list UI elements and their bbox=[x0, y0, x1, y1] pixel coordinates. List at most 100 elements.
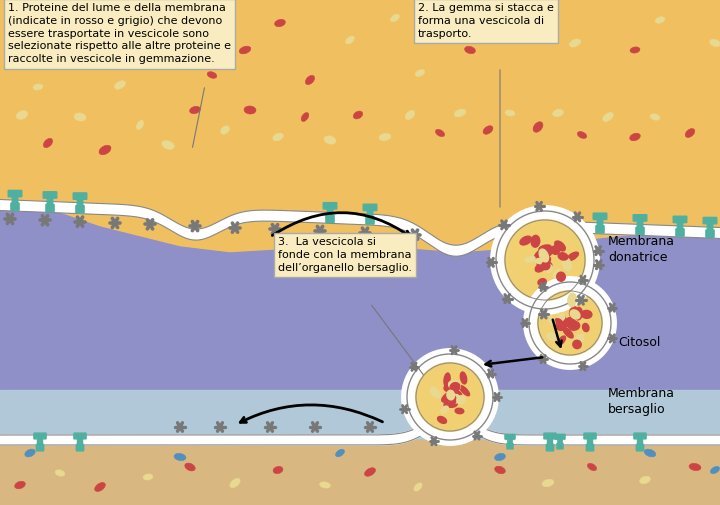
Ellipse shape bbox=[553, 269, 560, 278]
Ellipse shape bbox=[189, 107, 200, 114]
Ellipse shape bbox=[558, 252, 568, 260]
Ellipse shape bbox=[346, 36, 354, 44]
Ellipse shape bbox=[449, 381, 460, 390]
FancyBboxPatch shape bbox=[36, 444, 44, 451]
Ellipse shape bbox=[531, 235, 540, 247]
FancyBboxPatch shape bbox=[703, 218, 717, 224]
Circle shape bbox=[495, 395, 499, 399]
Circle shape bbox=[412, 359, 488, 435]
Ellipse shape bbox=[544, 257, 551, 265]
Ellipse shape bbox=[577, 132, 587, 138]
Ellipse shape bbox=[454, 109, 466, 117]
Ellipse shape bbox=[541, 253, 551, 264]
FancyBboxPatch shape bbox=[678, 221, 683, 231]
Ellipse shape bbox=[162, 140, 174, 149]
Ellipse shape bbox=[230, 478, 240, 488]
Ellipse shape bbox=[555, 322, 562, 330]
Ellipse shape bbox=[459, 386, 469, 396]
Ellipse shape bbox=[563, 327, 573, 338]
FancyBboxPatch shape bbox=[73, 193, 87, 199]
Ellipse shape bbox=[711, 467, 719, 474]
Circle shape bbox=[581, 278, 585, 282]
FancyBboxPatch shape bbox=[505, 434, 515, 439]
Circle shape bbox=[412, 365, 416, 369]
Ellipse shape bbox=[143, 474, 153, 480]
Ellipse shape bbox=[136, 120, 143, 130]
Ellipse shape bbox=[441, 406, 449, 414]
Ellipse shape bbox=[239, 46, 251, 54]
Circle shape bbox=[596, 248, 600, 253]
Ellipse shape bbox=[414, 483, 422, 491]
Circle shape bbox=[596, 263, 601, 267]
FancyBboxPatch shape bbox=[593, 213, 607, 220]
Ellipse shape bbox=[544, 247, 553, 257]
Ellipse shape bbox=[174, 453, 186, 461]
Text: Membrana
bersaglio: Membrana bersaglio bbox=[608, 387, 675, 416]
Ellipse shape bbox=[630, 47, 640, 53]
Circle shape bbox=[178, 425, 182, 429]
Ellipse shape bbox=[539, 245, 552, 251]
Text: Citosol: Citosol bbox=[618, 336, 660, 349]
Ellipse shape bbox=[639, 476, 650, 484]
Ellipse shape bbox=[575, 308, 582, 320]
Circle shape bbox=[581, 364, 585, 368]
Ellipse shape bbox=[603, 113, 613, 122]
Ellipse shape bbox=[525, 257, 535, 263]
Ellipse shape bbox=[689, 464, 701, 471]
FancyBboxPatch shape bbox=[557, 443, 563, 449]
Ellipse shape bbox=[99, 145, 111, 155]
FancyBboxPatch shape bbox=[328, 207, 333, 217]
Ellipse shape bbox=[244, 106, 256, 114]
Circle shape bbox=[402, 407, 407, 411]
FancyBboxPatch shape bbox=[706, 230, 714, 237]
Ellipse shape bbox=[547, 333, 557, 340]
FancyBboxPatch shape bbox=[636, 227, 644, 235]
Ellipse shape bbox=[558, 336, 565, 345]
Ellipse shape bbox=[563, 318, 571, 327]
FancyBboxPatch shape bbox=[637, 219, 643, 229]
FancyBboxPatch shape bbox=[74, 433, 86, 439]
Circle shape bbox=[272, 227, 278, 232]
FancyBboxPatch shape bbox=[326, 215, 334, 223]
Ellipse shape bbox=[436, 129, 444, 137]
Ellipse shape bbox=[581, 311, 592, 318]
Ellipse shape bbox=[442, 392, 453, 402]
Polygon shape bbox=[0, 0, 720, 245]
FancyBboxPatch shape bbox=[584, 433, 596, 439]
Polygon shape bbox=[0, 200, 720, 410]
FancyBboxPatch shape bbox=[508, 437, 512, 445]
Ellipse shape bbox=[49, 41, 61, 49]
Ellipse shape bbox=[455, 408, 464, 414]
Circle shape bbox=[318, 228, 323, 234]
Circle shape bbox=[413, 232, 418, 237]
Ellipse shape bbox=[95, 482, 105, 491]
Ellipse shape bbox=[553, 109, 563, 117]
Circle shape bbox=[217, 425, 222, 429]
Ellipse shape bbox=[557, 313, 564, 324]
Ellipse shape bbox=[114, 81, 125, 89]
Ellipse shape bbox=[539, 249, 549, 262]
FancyBboxPatch shape bbox=[547, 437, 552, 446]
Ellipse shape bbox=[557, 272, 565, 281]
FancyBboxPatch shape bbox=[673, 216, 687, 223]
Ellipse shape bbox=[207, 72, 217, 78]
FancyBboxPatch shape bbox=[636, 444, 644, 451]
Ellipse shape bbox=[554, 319, 564, 330]
Ellipse shape bbox=[644, 449, 656, 457]
FancyBboxPatch shape bbox=[598, 218, 603, 228]
Ellipse shape bbox=[354, 111, 363, 119]
Circle shape bbox=[537, 204, 541, 209]
Ellipse shape bbox=[494, 21, 506, 29]
Ellipse shape bbox=[43, 138, 53, 147]
Polygon shape bbox=[0, 413, 720, 445]
Circle shape bbox=[541, 357, 545, 361]
Circle shape bbox=[610, 306, 614, 310]
FancyBboxPatch shape bbox=[558, 437, 562, 445]
Polygon shape bbox=[0, 440, 720, 505]
Ellipse shape bbox=[573, 340, 581, 348]
Circle shape bbox=[579, 298, 583, 302]
Ellipse shape bbox=[569, 321, 580, 330]
FancyBboxPatch shape bbox=[77, 197, 83, 208]
Ellipse shape bbox=[539, 258, 545, 268]
Circle shape bbox=[452, 348, 456, 352]
